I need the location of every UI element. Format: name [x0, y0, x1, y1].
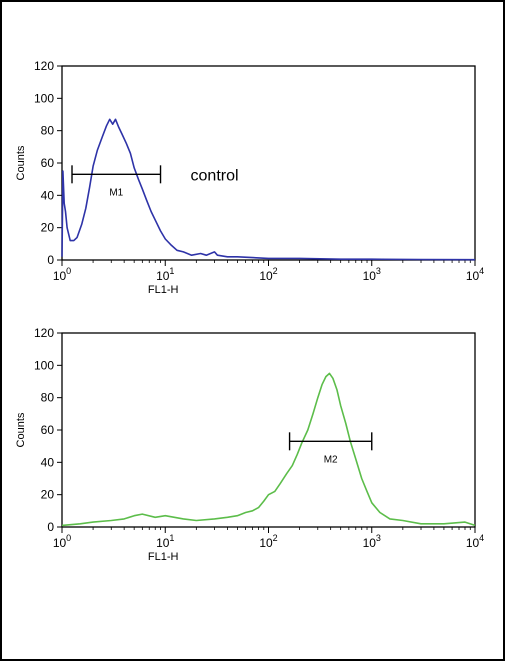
- y-tick-label: 100: [34, 358, 54, 372]
- control-histogram-panel: 0 20 40 60 80 100 120 100 101 102 103 104 FL1-H Count…: [15, 59, 484, 296]
- x-tick-label: 100: [53, 533, 71, 550]
- y-tick-label: 0: [47, 520, 54, 534]
- x-tick-label: 104: [466, 533, 484, 550]
- x-tick-label: 101: [156, 533, 174, 550]
- y-tick-label: 60: [41, 423, 55, 437]
- plot-area: [61, 332, 476, 528]
- y-tick-label: 100: [34, 91, 54, 105]
- sample-histogram-panel: 0 20 40 60 80 100 120 100 101 102 103 104 FL1-H Count…: [15, 326, 484, 563]
- plot-area: [61, 65, 476, 261]
- x-tick-label: 100: [53, 266, 71, 283]
- histogram-trace: [61, 372, 476, 527]
- x-tick-label: 102: [259, 266, 277, 283]
- y-tick-label: 20: [41, 488, 55, 502]
- x-axis-title: FL1-H: [148, 284, 179, 296]
- y-tick-label: 120: [34, 326, 54, 340]
- marker-label: M1: [109, 187, 123, 198]
- y-tick-label: 0: [47, 253, 54, 267]
- x-axis-title: FL1-H: [148, 551, 179, 563]
- x-tick-label: 102: [259, 533, 277, 550]
- y-axis-title: Counts: [15, 145, 27, 180]
- y-tick-label: 60: [41, 156, 55, 170]
- y-tick-label: 80: [41, 124, 55, 138]
- y-tick-label: 40: [41, 188, 55, 202]
- x-tick-label: 103: [363, 533, 381, 550]
- y-tick-label: 20: [41, 221, 55, 235]
- x-tick-label: 101: [156, 266, 174, 283]
- histogram-trace: [61, 118, 476, 261]
- x-tick-label: 103: [363, 266, 381, 283]
- marker-label: M2: [324, 454, 338, 465]
- y-axis-title: Counts: [15, 412, 27, 447]
- y-tick-label: 120: [34, 59, 54, 73]
- y-tick-label: 80: [41, 391, 55, 405]
- annotation-label: control: [191, 167, 239, 184]
- x-tick-label: 104: [466, 266, 484, 283]
- y-tick-label: 40: [41, 455, 55, 469]
